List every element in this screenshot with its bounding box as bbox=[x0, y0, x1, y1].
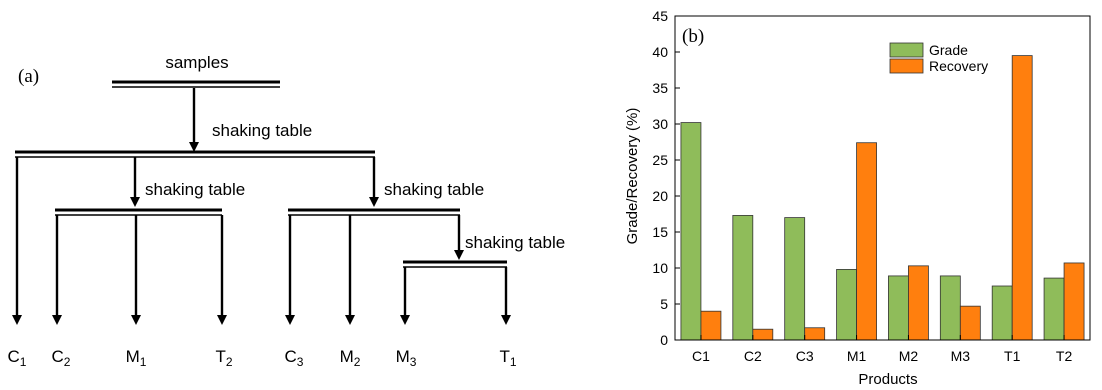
arrow-split-3-head bbox=[369, 197, 379, 207]
flowsheet-diagram: (a) samples shaking table shaking table … bbox=[8, 53, 566, 369]
arrow-c1-head bbox=[12, 315, 22, 325]
y-tick-label: 35 bbox=[652, 80, 668, 96]
bar-grade bbox=[784, 217, 806, 341]
bar-recovery bbox=[700, 310, 722, 341]
x-axis-label: Products bbox=[858, 371, 917, 388]
legend-label: Grade bbox=[929, 42, 968, 58]
product-label: C2 bbox=[52, 347, 71, 369]
plot-frame bbox=[674, 15, 1091, 341]
bar-grade bbox=[680, 122, 702, 341]
shaking-table-label-2: shaking table bbox=[145, 180, 245, 199]
x-tick-label: C3 bbox=[796, 348, 814, 364]
y-tick-label: 10 bbox=[652, 260, 668, 276]
product-label: T1 bbox=[499, 347, 516, 369]
product-label: M3 bbox=[396, 347, 417, 369]
x-tick-label: C2 bbox=[744, 348, 762, 364]
product-label: M1 bbox=[126, 347, 147, 369]
arrow-m1-head bbox=[131, 315, 141, 325]
arrow-t1-head bbox=[501, 315, 511, 325]
product-label: C3 bbox=[285, 347, 304, 369]
x-tick-label: T2 bbox=[1056, 348, 1073, 364]
product-label: M2 bbox=[340, 347, 361, 369]
bars bbox=[680, 55, 1085, 341]
feed-arrow-head bbox=[189, 142, 199, 152]
x-tick-label: M3 bbox=[951, 348, 971, 364]
shaking-table-label-4: shaking table bbox=[465, 233, 565, 252]
panel-label-a: (a) bbox=[18, 66, 39, 87]
bar-recovery bbox=[804, 327, 826, 341]
bar-recovery bbox=[856, 142, 877, 341]
y-tick-label: 0 bbox=[660, 332, 668, 348]
bar-recovery bbox=[1011, 55, 1033, 341]
y-tick-label: 40 bbox=[652, 44, 668, 60]
legend-swatch bbox=[889, 42, 924, 58]
bar-grade bbox=[732, 215, 754, 341]
product-label: T2 bbox=[215, 347, 232, 369]
y-tick-label: 45 bbox=[652, 8, 668, 24]
samples-label: samples bbox=[165, 53, 228, 72]
bar-recovery bbox=[752, 328, 774, 341]
panel-label-b: (b) bbox=[682, 26, 704, 47]
y-axis-label: Grade/Recovery (%) bbox=[624, 108, 641, 245]
bar-grade bbox=[939, 275, 961, 341]
shaking-table-label-3: shaking table bbox=[384, 180, 484, 199]
bar-grade bbox=[836, 269, 857, 341]
arrow-split-2-head bbox=[130, 197, 140, 207]
arrow-c2-head bbox=[52, 315, 62, 325]
x-tick-label: C1 bbox=[692, 348, 710, 364]
flowsheet-lines bbox=[12, 80, 511, 325]
bar-grade bbox=[991, 285, 1013, 341]
bar-recovery bbox=[959, 305, 981, 341]
x-tick-label: M2 bbox=[899, 348, 919, 364]
legend-swatch bbox=[889, 58, 924, 74]
y-tick-label: 30 bbox=[652, 116, 668, 132]
arrow-split-4-head bbox=[454, 250, 464, 260]
arrow-m2-head bbox=[345, 315, 355, 325]
y-tick-label: 5 bbox=[660, 296, 668, 312]
arrow-c3-head bbox=[285, 315, 295, 325]
legend-label: Recovery bbox=[929, 58, 988, 74]
shaking-table-label-1: shaking table bbox=[212, 121, 312, 140]
x-axis: C1 C2 C3 M1 M2 M3 T1 T2 bbox=[692, 335, 1072, 364]
arrow-t2-head bbox=[217, 315, 227, 325]
arrow-m3-head bbox=[400, 315, 410, 325]
y-tick-label: 20 bbox=[652, 188, 668, 204]
y-axis: 0 5 10 15 20 25 30 35 40 45 bbox=[652, 8, 680, 348]
y-tick-label: 15 bbox=[652, 224, 668, 240]
x-tick-label: T1 bbox=[1004, 348, 1021, 364]
product-label: C1 bbox=[8, 347, 27, 369]
y-tick-label: 25 bbox=[652, 152, 668, 168]
x-tick-label: M1 bbox=[847, 348, 867, 364]
bar-recovery bbox=[908, 265, 929, 341]
bar-grade bbox=[888, 275, 909, 341]
product-labels: C1 C2 M1 T2 C3 M2 M3 T1 bbox=[8, 347, 517, 369]
bar-grade bbox=[1043, 277, 1065, 341]
bar-recovery bbox=[1063, 262, 1085, 341]
